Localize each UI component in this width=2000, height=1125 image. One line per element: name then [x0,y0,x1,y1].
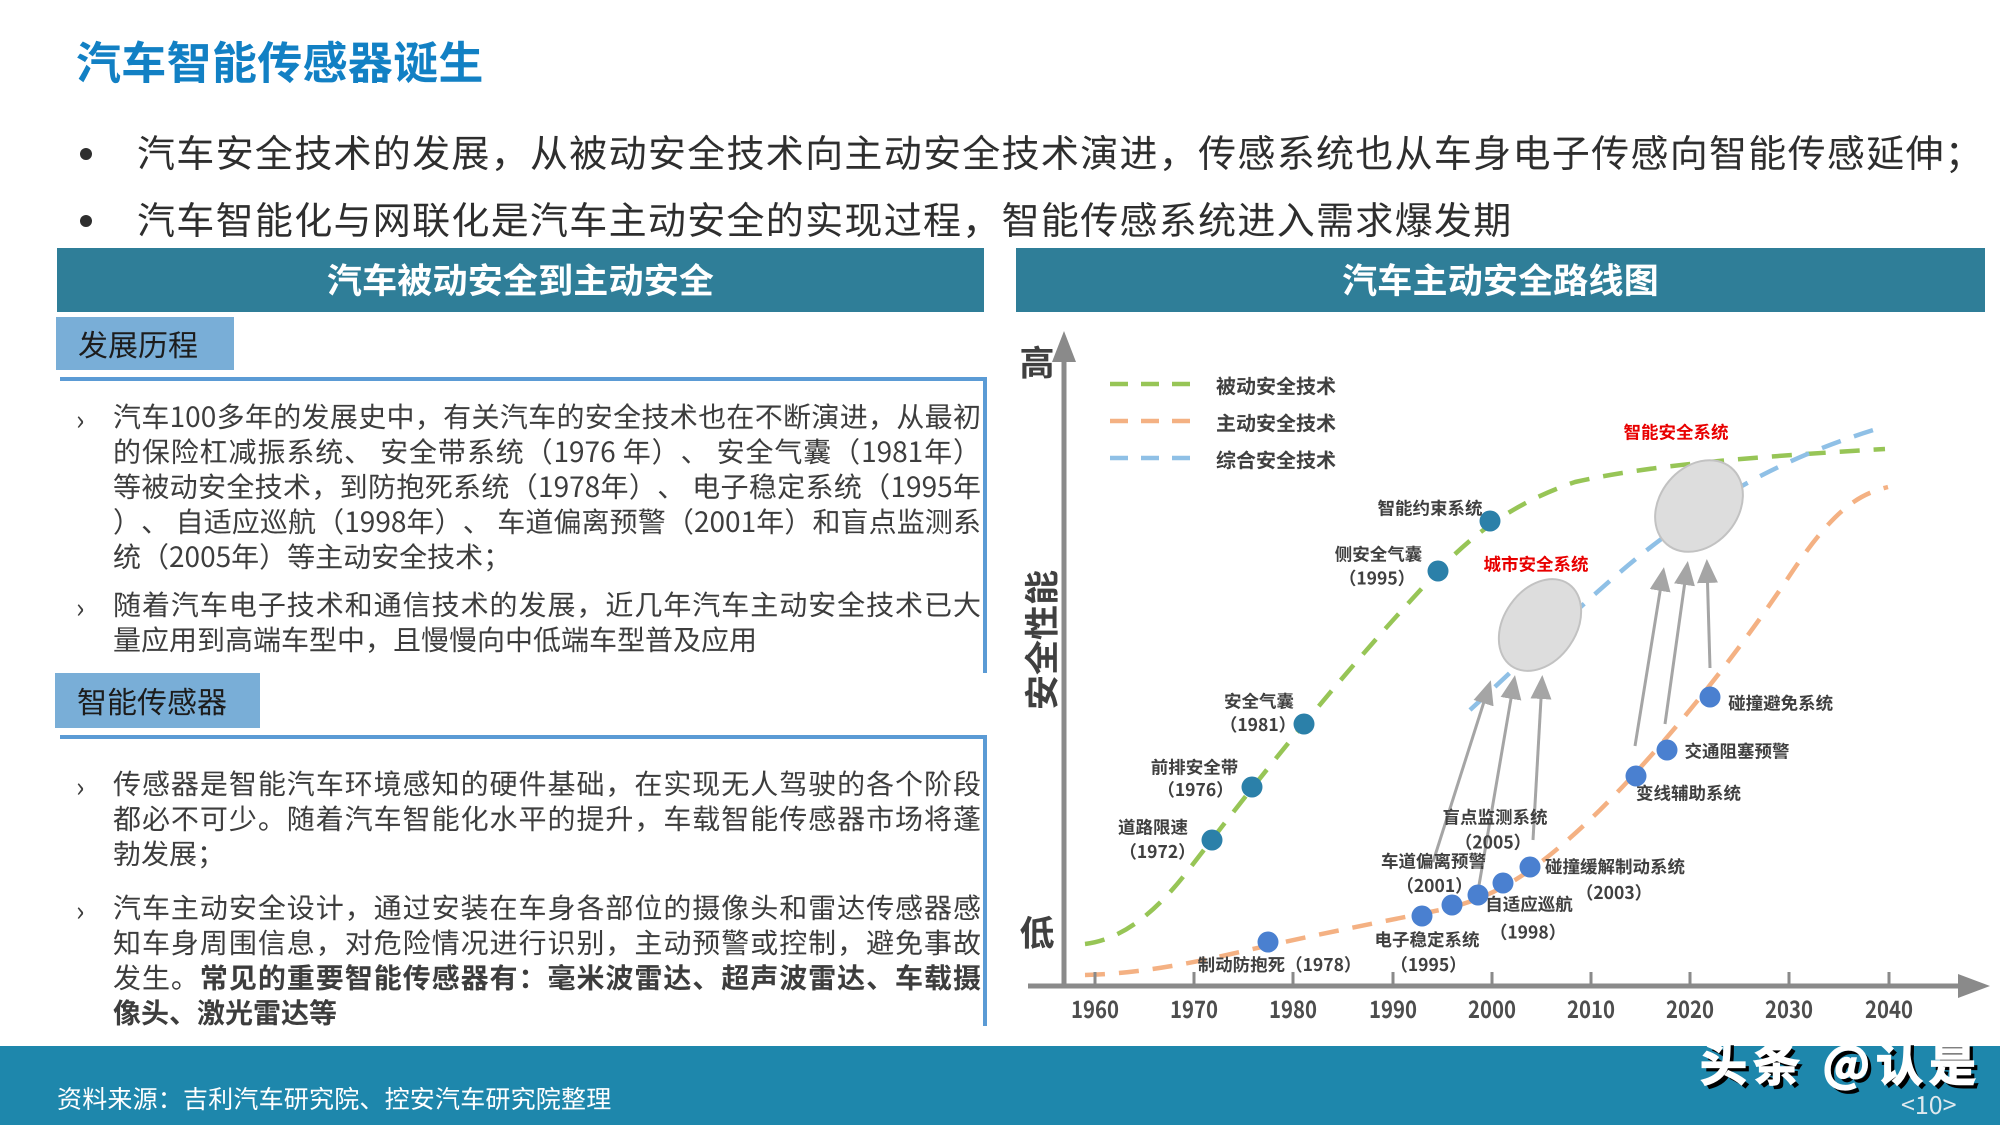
svg-text:城市安全系统: 城市安全系统 [1484,552,1589,577]
svg-text:2020: 2020 [1666,990,1714,1025]
svg-text:前排安全带: 前排安全带 [1151,755,1239,780]
svg-text:交通阻塞预警: 交通阻塞预警 [1685,739,1790,764]
svg-text:2030: 2030 [1765,990,1813,1025]
svg-text:（1981）: （1981） [1220,712,1296,737]
svg-text:（1998）: （1998） [1490,920,1566,945]
svg-text:道路限速: 道路限速 [1118,815,1188,840]
svg-text:综合安全技术: 综合安全技术 [1216,445,1336,474]
svg-text:1990: 1990 [1369,990,1417,1025]
svg-text:车道偏离预警: 车道偏离预警 [1381,849,1486,874]
svg-text:智能安全系统: 智能安全系统 [1624,420,1729,445]
svg-text:碰撞避免系统: 碰撞避免系统 [1728,691,1833,716]
svg-text:智能约束系统: 智能约束系统 [1378,496,1483,521]
svg-text:2000: 2000 [1468,990,1516,1025]
svg-text:（1995）: （1995） [1390,952,1466,977]
svg-text:（2001）: （2001） [1396,873,1472,898]
svg-text:变线辅助系统: 变线辅助系统 [1636,781,1741,806]
svg-text:1960: 1960 [1071,990,1119,1025]
svg-text:高: 高 [1019,336,1054,387]
svg-text:1970: 1970 [1170,990,1218,1025]
svg-text:1980: 1980 [1269,990,1317,1025]
svg-text:（1972）: （1972） [1119,839,1195,864]
svg-text:（2005）: （2005） [1455,830,1531,855]
svg-text:（2003）: （2003） [1576,880,1652,905]
svg-text:电子稳定系统: 电子稳定系统 [1375,927,1480,952]
svg-text:（1976）: （1976） [1157,777,1233,802]
svg-text:主动安全技术: 主动安全技术 [1216,408,1336,437]
svg-text:被动安全技术: 被动安全技术 [1216,371,1336,400]
svg-text:安全气囊: 安全气囊 [1224,689,1294,714]
svg-text:自适应巡航: 自适应巡航 [1485,892,1573,917]
svg-text:2010: 2010 [1567,990,1615,1025]
svg-text:侧安全气囊: 侧安全气囊 [1335,542,1423,567]
svg-text:碰撞缓解制动系统: 碰撞缓解制动系统 [1545,854,1685,879]
svg-text:低: 低 [1019,906,1054,957]
svg-text:安全性能: 安全性能 [1015,570,1066,710]
svg-text:2040: 2040 [1865,990,1913,1025]
svg-text:盲点监测系统: 盲点监测系统 [1443,805,1548,830]
svg-text:制动防抱死（1978）: 制动防抱死（1978） [1198,952,1362,977]
svg-text:（1995）: （1995） [1339,566,1415,591]
